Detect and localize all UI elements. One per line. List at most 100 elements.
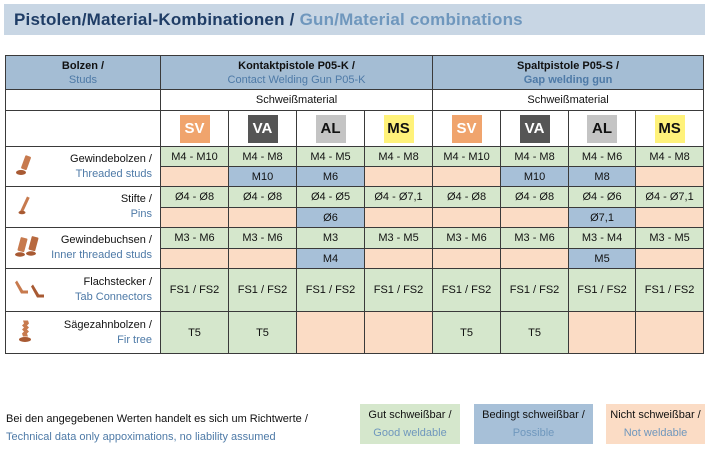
- material-badge-va: VA: [247, 114, 278, 143]
- table-cell: [363, 248, 434, 269]
- part-inner-threaded-studs: Gewindebuchsen / Inner threaded studs: [5, 227, 161, 269]
- table-cell: M3 - M4: [568, 227, 637, 249]
- table-cell: FS1 / FS2: [363, 268, 434, 312]
- table-cell: M4 - M8: [500, 146, 570, 167]
- table-cell: [160, 166, 229, 187]
- material-cell: VA: [228, 110, 297, 147]
- pin-icon: [14, 194, 36, 221]
- table-cell: FS1 / FS2: [160, 268, 229, 312]
- table-cell: M10: [500, 166, 570, 187]
- table-cell: M4: [296, 248, 365, 269]
- legend-good-en: Good weldable: [373, 427, 447, 439]
- part-label-de: Flachstecker /: [83, 276, 152, 288]
- part-label-en: Pins: [130, 208, 152, 220]
- material-badge-va: VA: [519, 114, 550, 143]
- footer-note-de: Bei den angegebenen Werten handelt es si…: [6, 413, 308, 425]
- table-cell: [500, 248, 570, 269]
- table-cell: M3 - M6: [228, 227, 297, 249]
- material-cell: AL: [296, 110, 365, 147]
- table-cell: FS1 / FS2: [228, 268, 297, 312]
- table-cell: M4 - M8: [228, 146, 297, 167]
- table-cell: [228, 248, 297, 269]
- material-badge-sv: SV: [179, 114, 210, 143]
- part-label-de: Stifte /: [120, 193, 152, 205]
- combination-table: Bolzen / Studs Kontaktpistole P05-K / Co…: [5, 55, 705, 354]
- part-label-en: Inner threaded studs: [51, 249, 152, 261]
- part-threaded-studs: Gewindebolzen / Threaded studs: [5, 146, 161, 187]
- table-cell: M5: [568, 248, 637, 269]
- table-cell: [363, 311, 434, 354]
- legend-not-en: Not weldable: [623, 427, 688, 439]
- material-badge-ms: MS: [383, 114, 414, 143]
- table-cell: [363, 166, 434, 187]
- studs-header: Bolzen / Studs: [5, 55, 161, 90]
- table-cell: Ø7,1: [568, 207, 637, 228]
- material-badge-sv: SV: [451, 114, 482, 143]
- table-cell: T5: [160, 311, 229, 354]
- fir-tree-stud-icon: [14, 318, 36, 347]
- inner-threaded-stud-icon: [14, 234, 44, 263]
- table-cell: [568, 311, 637, 354]
- title-german: Pistolen/Material-Kombinationen: [14, 9, 285, 29]
- table-cell: M3 - M6: [432, 227, 502, 249]
- legend-possible-de: Bedingt schweißbar /: [482, 409, 585, 421]
- material-cell: VA: [500, 110, 570, 147]
- part-label-en: Fir tree: [117, 333, 152, 346]
- table-cell: [635, 248, 705, 269]
- empty-cell: [5, 89, 161, 111]
- table-cell: M3 - M6: [500, 227, 570, 249]
- table-cell: M4 - M6: [568, 146, 637, 167]
- material-label-s: Schweißmaterial: [432, 89, 705, 111]
- part-tab-connectors: Flachstecker / Tab Connectors: [5, 268, 161, 312]
- table-cell: M3 - M6: [160, 227, 229, 249]
- footer-note-en: Technical data only appoximations, no li…: [6, 431, 276, 443]
- table-cell: [635, 207, 705, 228]
- legend-possible-en: Possible: [512, 427, 555, 439]
- material-badge-al: AL: [587, 114, 618, 143]
- legend-not-weldable: Nicht schweißbar / Not weldable: [606, 404, 705, 444]
- legend-possible: Bedingt schweißbar / Possible: [474, 404, 593, 444]
- table-cell: M4 - M10: [160, 146, 229, 167]
- title-separator: /: [289, 9, 295, 29]
- table-cell: Ø4 - Ø7,1: [635, 186, 705, 208]
- material-label-k: Schweißmaterial: [159, 89, 434, 111]
- material-cell: AL: [568, 110, 637, 147]
- table-cell: [432, 248, 502, 269]
- table-cell: [432, 166, 502, 187]
- table-cell: [432, 207, 502, 228]
- gun-s-header-en: Gap welding gun: [523, 73, 613, 86]
- table-cell: M3 - M5: [635, 227, 705, 249]
- table-cell: [635, 166, 705, 187]
- table-cell: FS1 / FS2: [432, 268, 502, 312]
- legend-good-weldable: Gut schweißbar / Good weldable: [360, 404, 460, 444]
- tab-connector-icon: [14, 275, 48, 306]
- table-cell: [363, 207, 434, 228]
- table-cell: FS1 / FS2: [500, 268, 570, 312]
- material-cell: SV: [160, 110, 229, 147]
- table-cell: Ø6: [296, 207, 365, 228]
- material-badge-ms: MS: [654, 114, 685, 143]
- table-cell: M4 - M8: [635, 146, 705, 167]
- footer-note: Bei den angegebenen Werten handelt es si…: [6, 410, 308, 446]
- table-cell: Ø4 - Ø8: [160, 186, 229, 208]
- legend-good-de: Gut schweißbar /: [368, 409, 452, 421]
- table-cell: T5: [228, 311, 297, 354]
- table-cell: M3: [296, 227, 365, 249]
- table-cell: FS1 / FS2: [296, 268, 365, 312]
- part-fir-tree: Sägezahnbolzen / Fir tree: [5, 311, 161, 354]
- material-badge-al: AL: [315, 114, 346, 143]
- table-cell: [500, 207, 570, 228]
- table-cell: M3 - M5: [363, 227, 434, 249]
- material-cell: MS: [363, 110, 434, 147]
- table-cell: M4 - M5: [296, 146, 365, 167]
- table-cell: [160, 207, 229, 228]
- part-label-de: Gewindebolzen /: [70, 152, 152, 165]
- title-english: Gun/Material combinations: [299, 9, 523, 29]
- table-cell: Ø4 - Ø6: [568, 186, 637, 208]
- table-cell: [228, 207, 297, 228]
- table-cell: Ø4 - Ø8: [228, 186, 297, 208]
- studs-header-en: Studs: [68, 73, 98, 86]
- studs-header-de: Bolzen /: [61, 59, 105, 72]
- table-cell: Ø4 - Ø8: [500, 186, 570, 208]
- table-cell: M10: [228, 166, 297, 187]
